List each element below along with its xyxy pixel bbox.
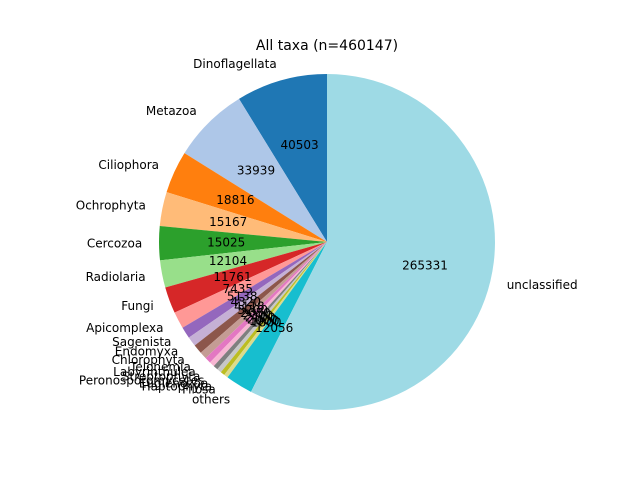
pie-slice-telonemia [200,242,327,359]
slice-value-euglenozoa: 2000 [247,312,278,326]
slice-label-dinoflagellata: Dinoflagellata [193,57,277,71]
slice-label-unclassified: unclassified [507,278,578,292]
slice-label-others: others [192,392,230,406]
slice-label-peronosporomycetes: Peronosporomycetes [79,373,204,387]
pie-labels: Dinoflagellata Metazoa Ciliophora Ochrophyt… [76,57,578,406]
slice-value-chlorophyta: 4118 [234,299,265,313]
slice-label-metazoa: Metazoa [146,104,197,118]
slice-value-sagenista: 5138 [227,289,258,303]
slice-value-unclassified: 265331 [402,258,448,272]
slice-label-cercozoa: Cercozoa [87,236,142,250]
slice-label-radiolaria: Radiolaria [86,270,146,284]
pie-slice-metazoa [184,98,327,242]
pie-slice-unclassified [250,74,495,410]
pie-slice-others [227,242,327,392]
pie-slice-cercozoa [158,226,327,261]
slice-value-labyrinthulea: 2650 [240,306,271,320]
slice-label-endomyxa: Endomyxa [115,345,178,359]
pie-slice-apicomplexa [174,242,327,328]
pie-slice-dinoflagellata [239,74,327,242]
pie-slice-ochrophyta [159,192,327,242]
slice-value-metazoa: 33939 [237,164,275,178]
slice-label-haptophyta: Haptophyta [142,380,212,394]
pie-slice-haptophyta [220,242,327,375]
chart-title: All taxa (n=460147) [256,38,398,54]
pie-slice-filosa [224,242,327,378]
slice-value-fungi: 11761 [213,270,251,284]
pie-slice-peronosporomycetes [213,242,327,370]
pie-slice-labyrinthulea [205,242,327,363]
slice-label-euglenozoa: Euglenozoa [139,377,208,391]
pie-slice-endomyxa [188,242,327,346]
slice-value-filosa: 1800 [251,316,282,330]
slice-value-streptophyta: 2300 [243,308,274,322]
slice-value-dinoflagellata: 40503 [281,138,319,152]
slice-value-peronosporomycetes: 2100 [245,310,276,324]
slice-label-apicomplexa: Apicomplexa [86,321,163,335]
slice-value-cercozoa: 15025 [207,236,245,250]
slice-label-sagenista: Sagenista [112,335,171,349]
pie-slices [158,74,495,410]
pie-slice-sagenista [182,242,327,338]
slice-label-ciliophora: Ciliophora [98,158,159,172]
slice-value-others: 12056 [255,321,293,335]
pie-slice-radiolaria [160,242,327,288]
slice-label-chlorophyta: Chlorophyta [112,353,185,367]
slice-value-telonemia: 3200 [237,303,268,317]
slice-value-apicomplexa: 7435 [223,282,254,296]
slice-label-streptophyta: Streptophyta [122,370,200,384]
pie-slice-ciliophora [166,153,327,242]
slice-value-radiolaria: 12104 [209,254,247,268]
pie-slice-fungi [165,242,327,313]
pie-slice-euglenozoa [217,242,327,373]
slice-value-endomyxa: 4320 [231,295,262,309]
slice-label-fungi: Fungi [121,299,153,313]
pie-slice-chlorophyta [194,242,327,353]
slice-value-ochrophyta: 15167 [209,215,247,229]
slice-value-ciliophora: 18816 [216,193,254,207]
slice-label-labyrinthulea: Labyrinthulea [113,365,196,379]
pie-value-labels: 40503 33939 18816 15167 15025 12104 1176174355… [207,138,448,335]
slice-label-telonemia: Telonemia [129,360,191,374]
slice-label-ochrophyta: Ochrophyta [76,199,146,213]
pie-slice-streptophyta [209,242,327,367]
slice-label-filosa: Filosa [182,383,216,397]
slice-value-haptophyta: 1900 [249,314,280,328]
